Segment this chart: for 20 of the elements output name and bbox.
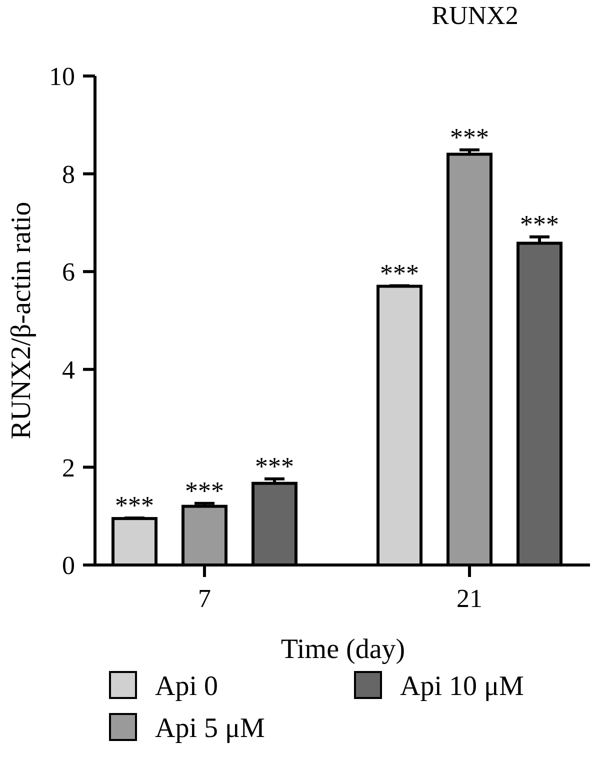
data-label: *** [255,452,294,481]
legend-label: Api 10 μM [400,670,524,702]
y-tick-label: 10 [49,62,75,92]
y-axis-title: RUNX2/β-actin ratio [6,202,37,440]
y-tick-label: 2 [62,453,75,482]
data-label: *** [115,491,154,520]
legend-label: Api 0 [155,670,218,702]
data-label: *** [380,258,419,288]
data-label: *** [450,122,489,152]
chart-title: RUNX2 [432,1,518,30]
y-tick-label: 8 [62,160,75,189]
y-tick-label: 6 [62,258,75,287]
data-label: *** [520,210,559,239]
data-label: *** [185,476,224,506]
x-tick-label: 21 [456,584,482,613]
x-axis-title: Time (day) [280,634,406,665]
legend-label: Api 5 μM [155,712,266,744]
y-tick-label: 0 [62,551,75,580]
x-tick-label: 7 [198,584,211,613]
y-tick-label: 4 [62,356,75,384]
